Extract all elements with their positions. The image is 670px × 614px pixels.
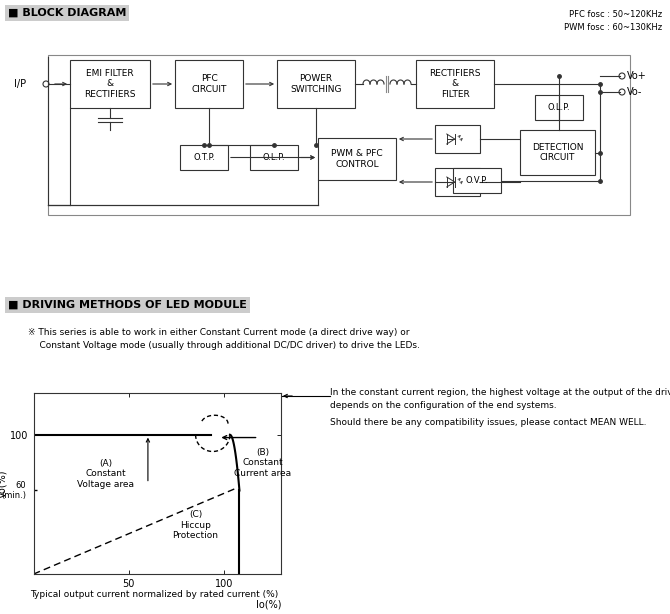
Text: Typical output current normalized by rated current (%): Typical output current normalized by rat…	[30, 590, 278, 599]
Text: O.V.P.: O.V.P.	[466, 176, 488, 185]
Text: RECTIFIERS
&
FILTER: RECTIFIERS & FILTER	[429, 69, 481, 99]
Text: I/P: I/P	[14, 79, 26, 89]
Bar	[180, 145, 228, 170]
Bar	[318, 138, 396, 180]
Text: (A)
Constant
Voltage area: (A) Constant Voltage area	[78, 459, 135, 489]
Text: O.L.P.: O.L.P.	[547, 103, 570, 112]
Bar	[520, 130, 595, 175]
Text: 60
(min.): 60 (min.)	[1, 481, 26, 500]
Text: ※ This series is able to work in either Constant Current mode (a direct drive wa: ※ This series is able to work in either …	[28, 328, 420, 349]
Bar	[435, 168, 480, 196]
Text: Io(%): Io(%)	[256, 599, 281, 609]
Bar	[70, 60, 150, 108]
Bar	[277, 60, 355, 108]
Text: EMI FILTER
&
RECTIFIERS: EMI FILTER & RECTIFIERS	[84, 69, 136, 99]
Bar	[453, 168, 501, 193]
Bar	[175, 60, 243, 108]
Text: PFC fosc : 50~120KHz
PWM fosc : 60~130KHz: PFC fosc : 50~120KHz PWM fosc : 60~130KH…	[564, 10, 662, 32]
Text: ■ BLOCK DIAGRAM: ■ BLOCK DIAGRAM	[8, 8, 127, 18]
Text: Vo+: Vo+	[627, 71, 647, 81]
Text: (B)
Constant
Current area: (B) Constant Current area	[234, 448, 291, 478]
Text: PFC
CIRCUIT: PFC CIRCUIT	[192, 74, 226, 94]
Y-axis label: Vo(%): Vo(%)	[0, 469, 7, 498]
Text: POWER
SWITCHING: POWER SWITCHING	[290, 74, 342, 94]
Bar	[416, 60, 494, 108]
Bar	[535, 95, 583, 120]
Bar	[435, 125, 480, 153]
Text: Should there be any compatibility issues, please contact MEAN WELL.: Should there be any compatibility issues…	[330, 418, 647, 427]
Text: PWM & PFC
CONTROL: PWM & PFC CONTROL	[331, 149, 383, 169]
Text: (C)
Hiccup
Protection: (C) Hiccup Protection	[173, 510, 218, 540]
Bar	[250, 145, 298, 170]
Text: ■ DRIVING METHODS OF LED MODULE: ■ DRIVING METHODS OF LED MODULE	[8, 300, 247, 310]
Text: O.T.P.: O.T.P.	[193, 153, 215, 162]
Text: DETECTION
CIRCUIT: DETECTION CIRCUIT	[532, 143, 584, 162]
Bar	[48, 55, 630, 215]
Text: Vo-: Vo-	[627, 87, 643, 97]
Text: In the constant current region, the highest voltage at the output of the driver
: In the constant current region, the high…	[330, 388, 670, 410]
Text: O.L.P.: O.L.P.	[263, 153, 285, 162]
